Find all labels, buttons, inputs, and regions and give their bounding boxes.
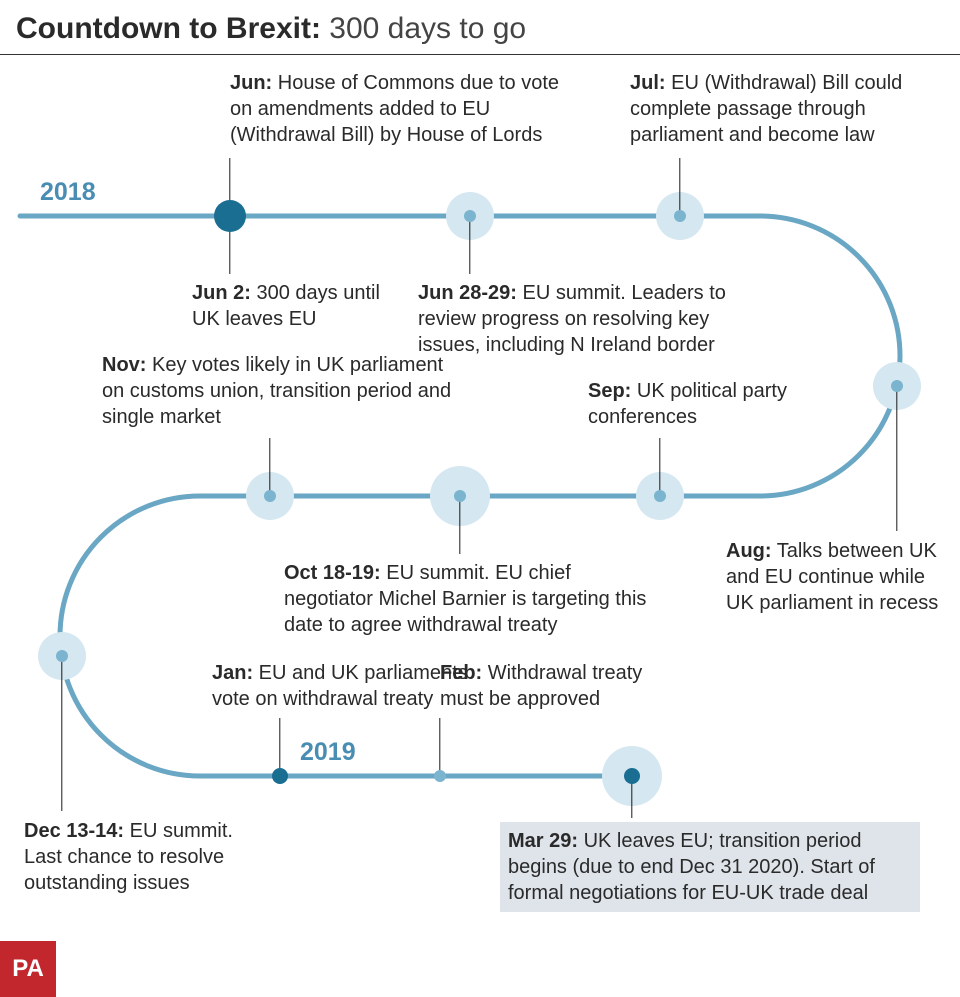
- event-date: Jun 28-29:: [418, 282, 517, 304]
- leader-line: [459, 496, 460, 554]
- event-label: Jul: EU (Withdrawal) Bill could complete…: [630, 70, 940, 148]
- event-date: Aug:: [726, 540, 772, 562]
- event-label: Aug: Talks between UK and EU continue wh…: [726, 538, 946, 616]
- leader-line: [679, 158, 680, 216]
- event-date: Jul:: [630, 72, 666, 94]
- point-dot: [624, 768, 640, 784]
- event-label: Sep: UK political party conferences: [588, 378, 788, 430]
- event-date: Nov:: [102, 354, 146, 376]
- event-date: Jan:: [212, 662, 253, 684]
- leader-line: [469, 216, 470, 274]
- event-label: Nov: Key votes likely in UK parliament o…: [102, 352, 462, 430]
- event-date: Jun 2:: [192, 282, 251, 304]
- event-label: Oct 18-19: EU summit. EU chief negotiato…: [284, 560, 654, 638]
- point-dot: [272, 768, 288, 784]
- title-light: 300 days to go: [321, 12, 526, 45]
- event-label: Jun 2: 300 days until UK leaves EU: [192, 280, 412, 332]
- title-bold: Countdown to Brexit:: [16, 12, 321, 45]
- leader-line: [439, 718, 440, 776]
- leader-line: [896, 386, 897, 531]
- event-date: Jun:: [230, 72, 272, 94]
- point-dot: [214, 200, 246, 232]
- point-dot: [891, 380, 903, 392]
- header: Countdown to Brexit: 300 days to go: [0, 0, 960, 55]
- event-date: Dec 13-14:: [24, 820, 124, 842]
- event-label: Jun: House of Commons due to vote on ame…: [230, 70, 560, 148]
- event-text: House of Commons due to vote on amendmen…: [230, 72, 559, 146]
- point-dot: [654, 490, 666, 502]
- pa-badge-text: PA: [12, 955, 44, 983]
- point-dot: [434, 770, 446, 782]
- event-label: Dec 13-14: EU summit. Last chance to res…: [24, 818, 274, 896]
- leader-line: [269, 438, 270, 496]
- year-label: 2019: [300, 738, 356, 767]
- leader-line: [659, 438, 660, 496]
- event-date: Mar 29:: [508, 830, 578, 852]
- event-date: Feb:: [440, 662, 482, 684]
- event-date: Oct 18-19:: [284, 562, 381, 584]
- year-label: 2018: [40, 178, 96, 207]
- point-dot: [56, 650, 68, 662]
- pa-badge: PA: [0, 941, 56, 997]
- event-label: Feb: Withdrawal treaty must be approved: [440, 660, 660, 712]
- timeline-canvas: 2018 2019 Jun: House of Commons due to vo…: [0, 56, 960, 997]
- event-label: Mar 29: UK leaves EU; transition period …: [500, 822, 920, 912]
- point-dot: [454, 490, 466, 502]
- point-dot: [264, 490, 276, 502]
- point-dot: [464, 210, 476, 222]
- event-date: Sep:: [588, 380, 631, 402]
- leader-line: [61, 656, 62, 811]
- point-dot: [674, 210, 686, 222]
- event-text: EU (Withdrawal) Bill could complete pass…: [630, 72, 902, 146]
- event-text: Key votes likely in UK parliament on cus…: [102, 354, 451, 428]
- event-label: Jun 28-29: EU summit. Leaders to review …: [418, 280, 758, 358]
